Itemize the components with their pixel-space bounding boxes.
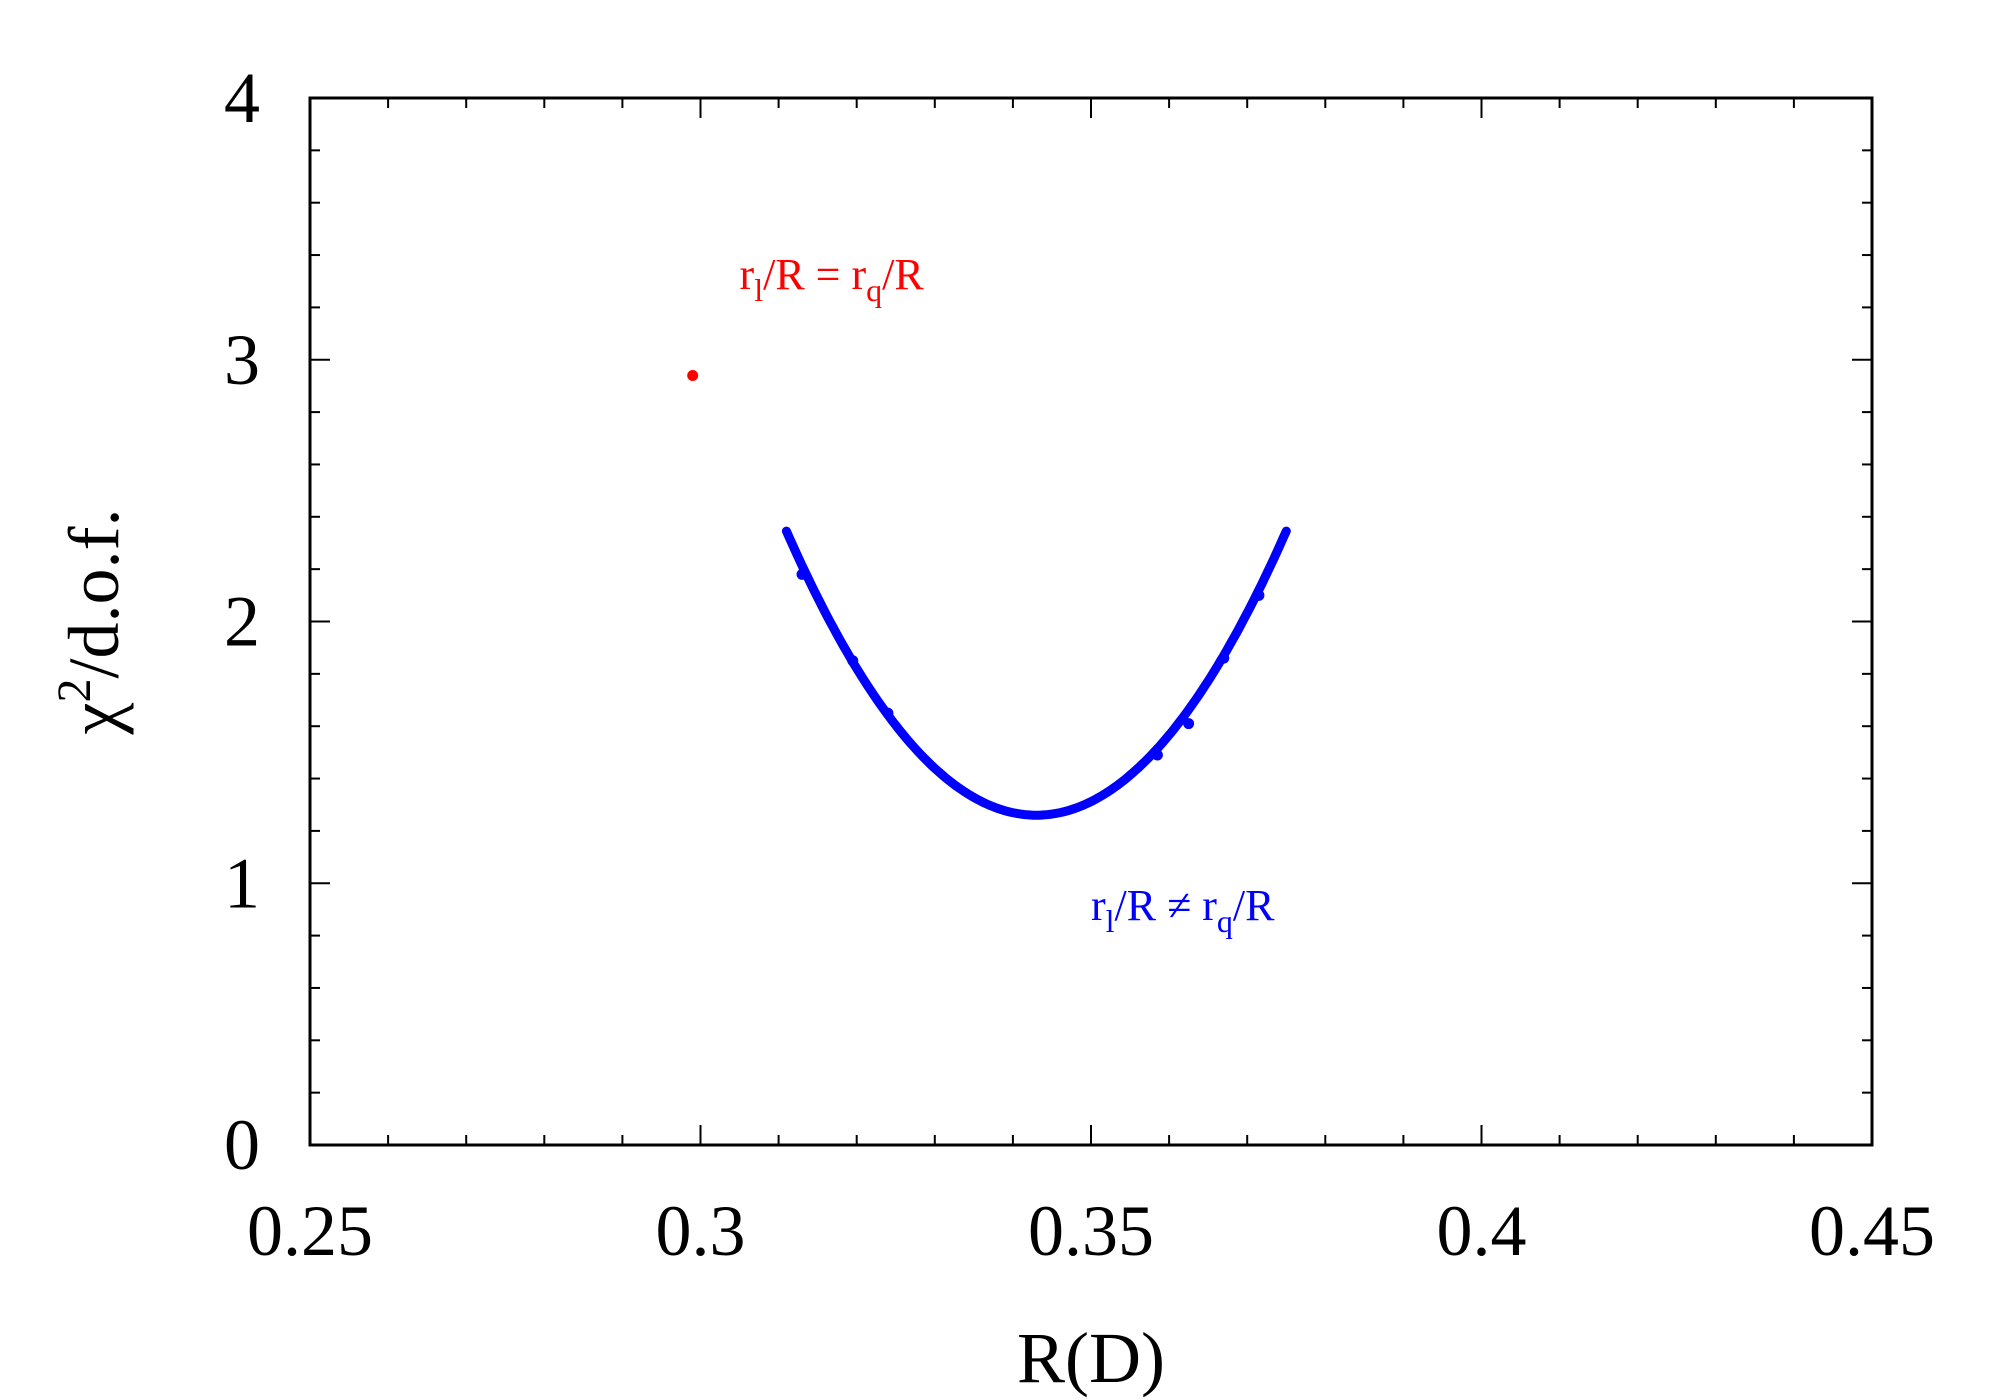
y-axis-title-sup: 2 (48, 679, 101, 703)
data-point-equal (687, 369, 699, 381)
series-line-unequal (781, 526, 1291, 820)
data-point-unequal (882, 707, 894, 719)
data-point-unequal (847, 655, 859, 667)
annotation-unequal: rl/R ≠ rq/R (1091, 881, 1275, 939)
y-axis-title-rest: /d.o.f. (54, 509, 134, 679)
data-point-unequal (1253, 589, 1265, 601)
plot-frame (308, 96, 1874, 1147)
y-axis-title-base: χ (54, 702, 134, 735)
data-point-unequal (1218, 652, 1230, 664)
x-tick-labels: 0.25 0.3 0.35 0.4 0.45 (247, 1191, 1935, 1271)
annotation-equal: rl/R = rq/R (740, 250, 925, 308)
x-tick-label: 0.4 (1437, 1191, 1527, 1271)
y-tick-label: 1 (224, 843, 260, 923)
x-tick-label: 0.3 (656, 1191, 746, 1271)
x-tick-label: 0.35 (1028, 1191, 1154, 1271)
data-point-unequal (1151, 749, 1163, 761)
y-tick-labels: 0 1 2 3 4 (224, 58, 260, 1185)
x-tick-label: 0.45 (1809, 1191, 1935, 1271)
data-point-unequal (796, 568, 808, 580)
y-axis-title: χ2/d.o.f. (48, 509, 134, 736)
data-point-unequal (1183, 718, 1195, 730)
x-tick-label: 0.25 (247, 1191, 373, 1271)
y-tick-label: 3 (224, 320, 260, 400)
annotations: rl/R = rq/R rl/R ≠ rq/R (740, 250, 1276, 939)
y-tick-label: 2 (224, 582, 260, 662)
y-tick-label: 0 (224, 1105, 260, 1185)
minor-ticks (309, 97, 1873, 1146)
unequal-radii-series (781, 526, 1291, 820)
data-points (687, 369, 1265, 761)
x-axis-title: R(D) (1017, 1318, 1165, 1398)
y-tick-label: 4 (224, 58, 260, 138)
